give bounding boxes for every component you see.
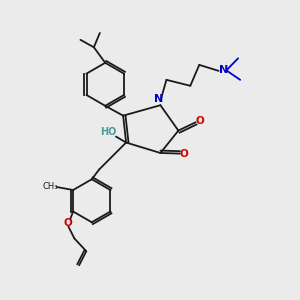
Text: N: N	[218, 65, 228, 75]
Text: CH₃: CH₃	[42, 182, 58, 190]
Text: N: N	[154, 94, 164, 104]
Text: O: O	[196, 116, 204, 126]
Text: O: O	[63, 218, 72, 228]
Text: HO: HO	[100, 127, 116, 137]
Text: O: O	[180, 148, 188, 159]
